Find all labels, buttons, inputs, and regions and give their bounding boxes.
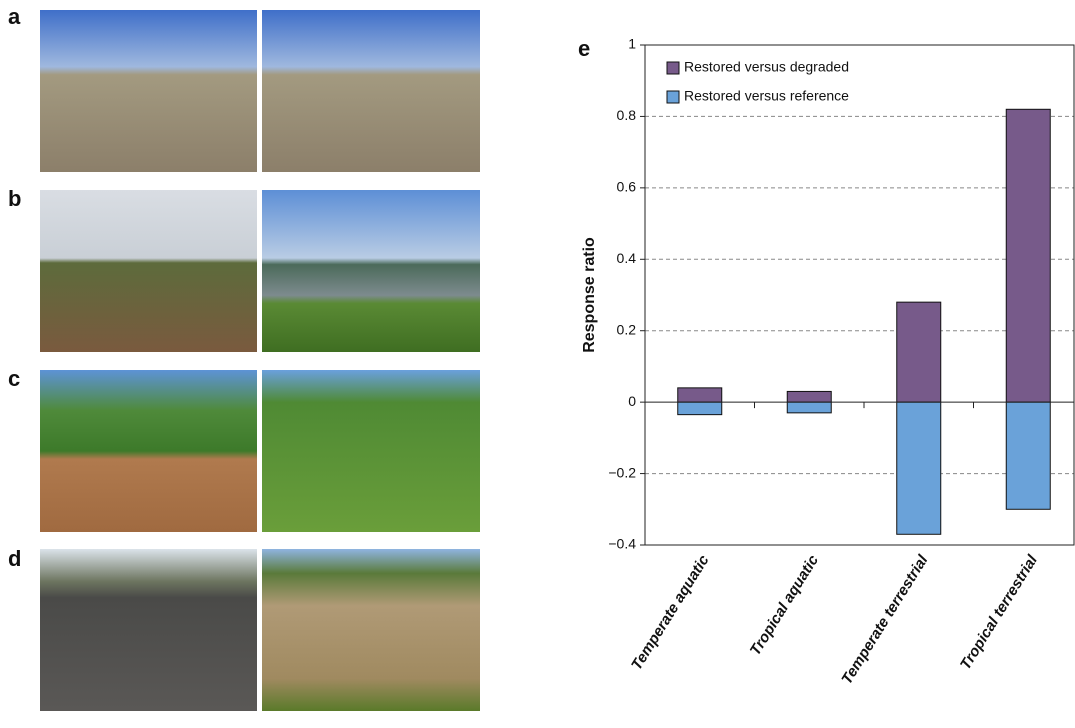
legend-label: Restored versus degraded <box>684 59 849 75</box>
photo <box>40 190 257 352</box>
y-tick-label: −0.4 <box>608 536 636 552</box>
legend-swatch <box>667 91 679 103</box>
x-tick-label: Temperate terrestrial <box>838 552 932 688</box>
panel-label: b <box>8 186 21 211</box>
y-tick-label: 0.6 <box>617 179 637 195</box>
panel-label: e <box>578 36 590 61</box>
y-tick-label: 1 <box>628 36 636 52</box>
bar <box>787 391 831 402</box>
x-tick-label: Temperate aquatic <box>628 552 713 674</box>
panel-label: a <box>8 4 21 29</box>
photo <box>262 190 480 352</box>
photo <box>262 370 480 532</box>
bar <box>678 388 722 402</box>
y-tick-label: 0.8 <box>617 107 637 123</box>
bar <box>897 302 941 402</box>
x-tick-label: Tropical aquatic <box>747 552 823 659</box>
y-tick-label: 0.2 <box>617 321 637 337</box>
panel-label: c <box>8 366 20 391</box>
y-tick-label: 0 <box>628 393 636 409</box>
y-axis-label: Response ratio <box>581 237 598 353</box>
y-tick-label: 0.4 <box>617 250 637 266</box>
y-tick-label: −0.2 <box>608 464 636 480</box>
bar <box>897 402 941 534</box>
bar <box>678 402 722 415</box>
photos <box>40 10 480 711</box>
photo <box>40 10 257 172</box>
figure: a b c d e Response ratio −0.4 −0.2 0 0.2 0.4… <box>0 0 1075 728</box>
legend-label: Restored versus reference <box>684 88 849 104</box>
legend-swatch <box>667 62 679 74</box>
bar <box>787 402 831 413</box>
photo <box>262 10 480 172</box>
bar <box>1006 109 1050 402</box>
bar <box>1006 402 1050 509</box>
photo <box>40 549 257 711</box>
photo <box>262 549 480 711</box>
panel-label: d <box>8 546 21 571</box>
photo <box>40 370 257 532</box>
x-tick-label: Tropical terrestrial <box>957 552 1042 673</box>
